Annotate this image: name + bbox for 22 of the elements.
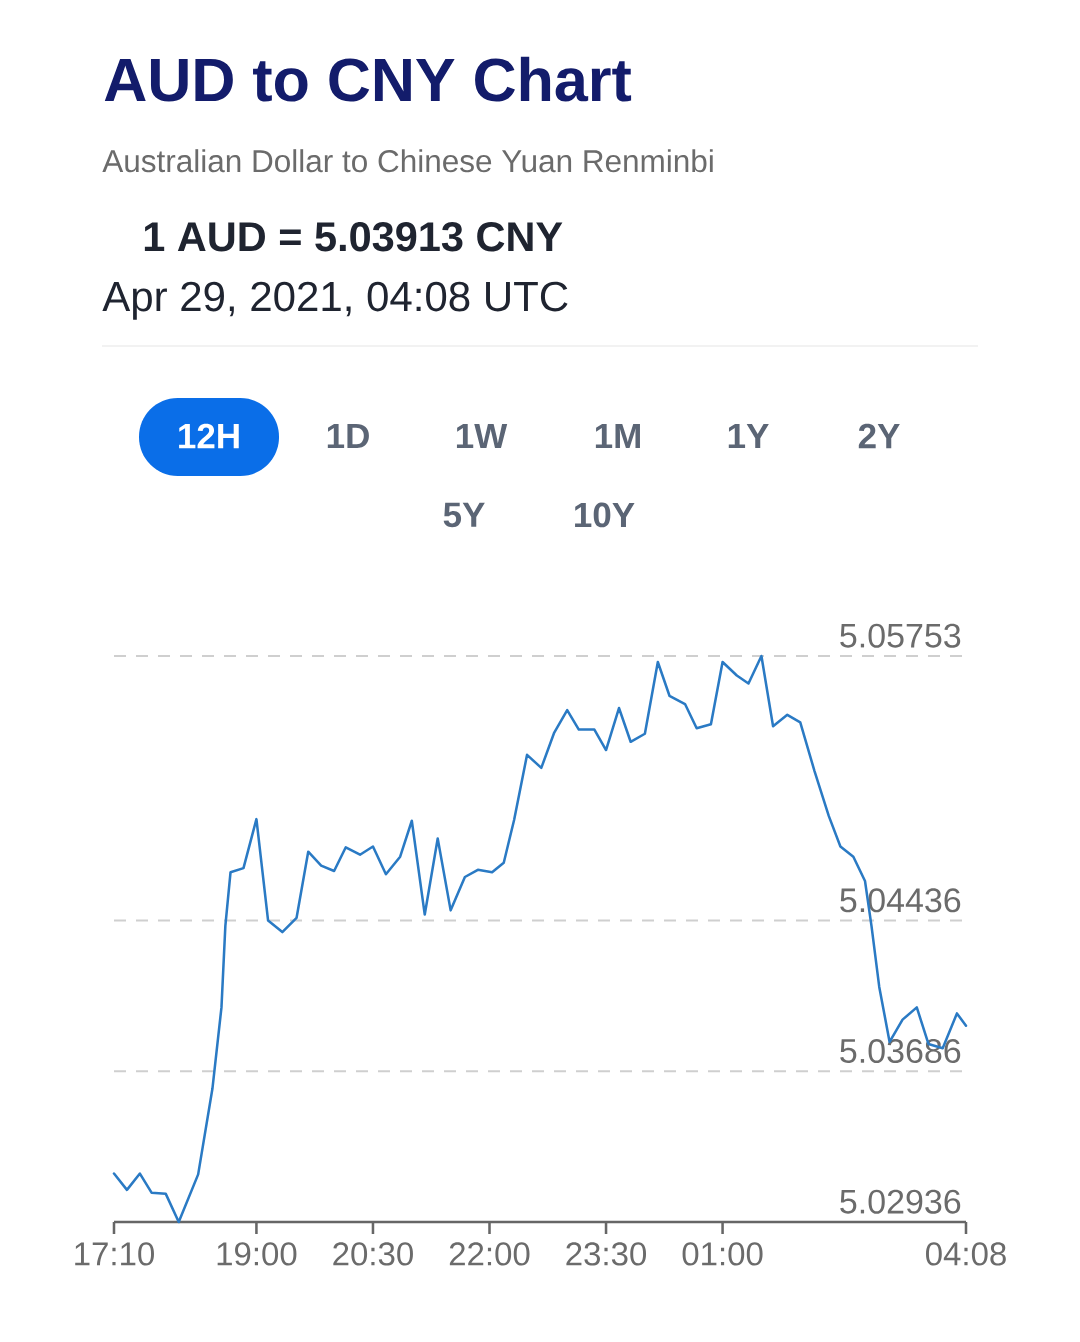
text: 1Y (728, 423, 769, 449)
text: 5Y (443, 502, 485, 528)
x-tick-label: 22:00 (449, 1242, 530, 1266)
y-tick-label: 5.05753 (840, 623, 961, 648)
x-tick-label: 23:30 (566, 1242, 647, 1266)
y-tick-label: 5.03686 (840, 1038, 961, 1064)
x-tick-label: 20:30 (333, 1242, 413, 1266)
text: 1M (595, 423, 640, 449)
chart-subtitle: Australian Dollar to Chinese Yuan Renminbi (102, 149, 713, 173)
text: 1W (456, 423, 508, 449)
x-tick-label: 01:00 (682, 1242, 763, 1266)
text: 2Y (858, 423, 900, 449)
y-tick-label: 5.02936 (840, 1189, 961, 1214)
chart-title: AUD to CNY Chart (104, 56, 632, 102)
text: Apr 29, 2021, 04:08 UTC (102, 281, 568, 320)
text: 10Y (575, 502, 635, 528)
text: 12H (179, 423, 239, 449)
text: 1D (327, 423, 369, 449)
text: 1 AUD = 5.03913 CNY (144, 222, 563, 252)
x-tick-label: 04:08 (926, 1242, 1006, 1266)
x-tick-label: 17:10 (75, 1242, 154, 1266)
x-tick-label: 19:00 (217, 1242, 297, 1266)
